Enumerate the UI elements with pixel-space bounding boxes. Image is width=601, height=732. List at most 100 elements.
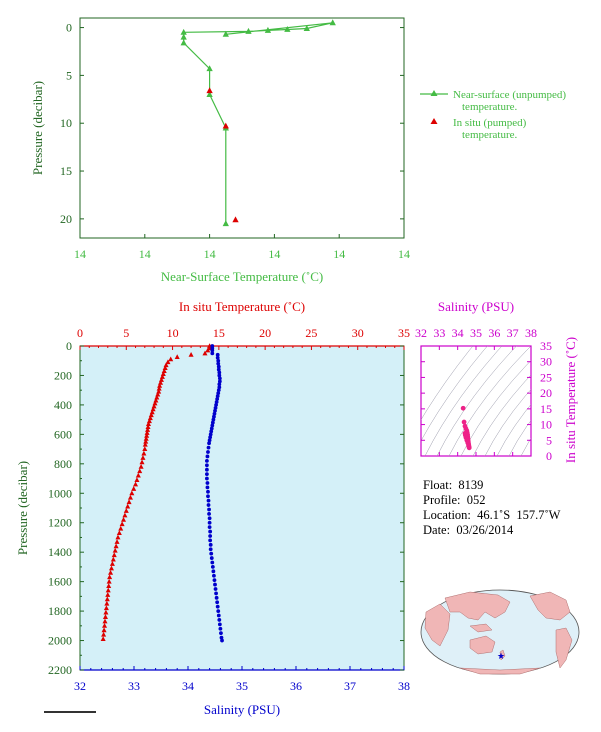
top-x-tick-label: 14 (74, 247, 86, 261)
main-top-tick-label: 0 (77, 326, 83, 340)
salinity-point (205, 463, 209, 468)
temperature-point (126, 499, 132, 505)
top-y-tick-label: 10 (60, 116, 72, 130)
temperature-point (104, 600, 110, 606)
salinity-point (219, 635, 224, 640)
profile-row: Profile: 052 (423, 493, 560, 508)
salinity-point (207, 516, 212, 521)
salinity-point (205, 485, 210, 490)
salinity-point (210, 420, 215, 425)
legend-label-1a: Near-surface (unpumped) (453, 89, 566, 101)
in-situ-temperature-point (232, 216, 239, 223)
temperature-point (102, 614, 108, 619)
main-bottom-axis-label: Salinity (PSU) (204, 702, 280, 717)
main-bottom-tick-label: 37 (344, 679, 356, 693)
ts-density-contour (496, 404, 531, 456)
temperature-point (101, 631, 107, 637)
main-chart-plot-area (79, 345, 405, 671)
top-legend: Near-surface (unpumped) temperature. In … (420, 89, 566, 141)
map-land-north-america (529, 591, 571, 621)
salinity-point (213, 405, 218, 410)
salinity-point (209, 556, 214, 560)
temperature-point (141, 450, 147, 456)
salinity-point (206, 498, 211, 503)
temperature-point (107, 574, 113, 580)
temperature-point (120, 516, 127, 522)
salinity-point (210, 348, 215, 353)
main-y-tick-label: 1200 (48, 516, 72, 530)
temperature-point (100, 636, 106, 642)
ts-density-contour (508, 419, 531, 456)
temperature-point (112, 547, 118, 553)
salinity-point (211, 417, 216, 422)
location-value: 46.1˚S 157.7˚W (477, 508, 561, 522)
salinity-point (206, 445, 211, 450)
main-y-ticks: 0 200 400 600 800 1000 1200 1400 1600 1800 2000 220… (48, 339, 404, 677)
salinity-point (209, 429, 214, 434)
temperature-point (114, 539, 120, 544)
temperature-point (116, 530, 122, 535)
temperature-point (155, 391, 161, 397)
main-top-tick-label: 15 (213, 326, 225, 340)
salinity-point (206, 503, 211, 507)
salinity-point (214, 591, 218, 596)
main-y-axis-label: Pressure (decibar) (15, 461, 30, 555)
legend-triangle-red (430, 118, 438, 124)
main-y-tick-label: 1400 (48, 545, 72, 559)
temperature-point (135, 472, 141, 478)
float-value: 8139 (458, 478, 484, 492)
legend-triangle-green (430, 90, 438, 96)
salinity-point (208, 529, 213, 534)
temperature-point (123, 508, 129, 513)
ts-point (462, 430, 468, 436)
temperature-point (101, 627, 107, 633)
salinity-point (205, 454, 210, 459)
salinity-point (212, 411, 217, 416)
legend-label-2b: temperature. (462, 129, 518, 141)
near-surface-temperature-point (264, 26, 272, 33)
main-top-axis-label: In situ Temperature (˚C) (179, 299, 305, 314)
map-land-new-zealand (499, 649, 506, 661)
ts-y-tick-label: 30 (540, 355, 552, 369)
temperature-point (111, 552, 117, 558)
temperature-point (144, 433, 150, 438)
map-land-indonesia (469, 623, 493, 633)
salinity-point (208, 435, 213, 440)
temperature-point (145, 421, 152, 427)
salinity-point (210, 565, 215, 569)
map-land-australia (469, 635, 496, 655)
map-land-antarctica (459, 667, 541, 675)
main-top-ticks: 0 5 10 15 20 25 30 35 (77, 326, 410, 350)
temperature-point (105, 592, 111, 597)
salinity-point (215, 604, 220, 609)
main-top-tick-label: 30 (352, 326, 364, 340)
top-x-tick-label: 14 (268, 247, 280, 261)
temperature-point (174, 354, 180, 360)
near-surface-temperature-point (206, 65, 213, 72)
salinity-point (208, 534, 213, 538)
main-y-tick-label: 400 (54, 398, 72, 412)
ts-y-tick-label: 10 (540, 418, 552, 432)
temperature-point (142, 446, 148, 452)
temperature-point (143, 435, 149, 441)
salinity-point (212, 578, 217, 583)
location-label: Location: (423, 508, 471, 522)
salinity-point (210, 351, 215, 356)
ts-density-contour (448, 346, 531, 456)
temperature-point (145, 427, 151, 432)
temperature-point (122, 512, 128, 518)
salinity-point (219, 631, 223, 636)
temperature-point (103, 609, 109, 615)
in-situ-temperature-point (206, 87, 213, 94)
main-y-tick-label: 600 (54, 427, 72, 441)
salinity-point (218, 626, 223, 631)
salinity-point (207, 511, 211, 516)
temperature-point (134, 477, 140, 482)
temperature-point (205, 347, 211, 353)
top-x-axis-label: Near-Surface Temperature (˚C) (161, 269, 323, 284)
main-y-tick-label: 800 (54, 457, 72, 471)
temperature-point (150, 406, 156, 412)
salinity-point (208, 538, 213, 543)
main-bottom-tick-label: 35 (236, 679, 248, 693)
